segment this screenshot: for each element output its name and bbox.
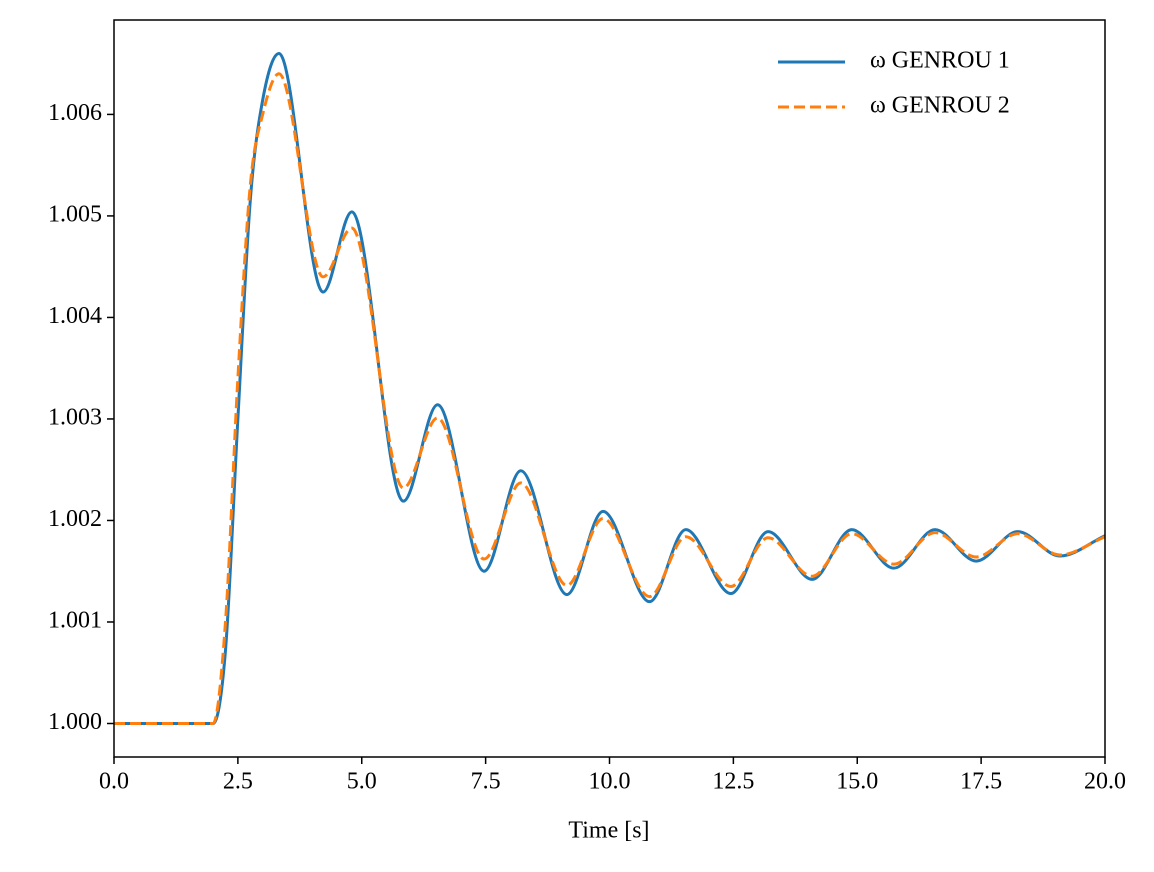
x-tick-label: 12.5 [712, 769, 754, 795]
y-tick-label: 1.001 [48, 607, 102, 633]
y-tick-label: 1.005 [48, 201, 102, 227]
x-tick-label: 10.0 [589, 769, 631, 795]
y-tick-label: 1.000 [48, 709, 102, 735]
y-tick-label: 1.006 [48, 100, 102, 126]
x-tick-label: 5.0 [347, 769, 377, 795]
x-tick-label: 20.0 [1084, 769, 1126, 795]
x-axis-label: Time [s] [568, 818, 649, 844]
y-tick-label: 1.004 [48, 303, 102, 329]
y-tick-label: 1.002 [48, 506, 102, 532]
x-tick-label: 7.5 [471, 769, 501, 795]
line-series [114, 72, 1105, 726]
legend-label: ω GENROU 2 [870, 93, 1010, 119]
legend-label: ω GENROU 1 [870, 48, 1010, 74]
x-tick-label: 2.5 [223, 769, 253, 795]
y-tick-label: 1.003 [48, 404, 102, 430]
line-series [114, 51, 1105, 726]
x-tick-label: 17.5 [960, 769, 1002, 795]
x-tick-label: 15.0 [836, 769, 878, 795]
plot-frame [113, 19, 1106, 758]
x-tick-label: 0.0 [99, 769, 129, 795]
